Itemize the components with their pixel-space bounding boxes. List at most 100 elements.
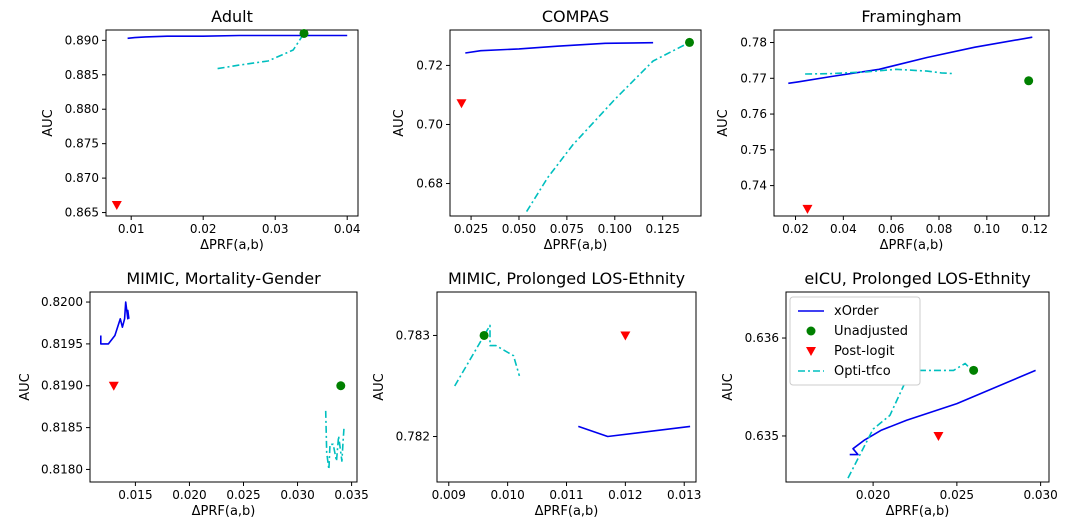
series-line-xorder (127, 34, 348, 40)
plot-frame (105, 29, 359, 217)
y-tick-label: 0.636 (745, 331, 779, 345)
plot-frame (773, 29, 1050, 217)
series-line-xorder (849, 369, 1036, 456)
x-axis-label: ΔPRF(a,b) (544, 238, 608, 253)
chart-title: Framingham (861, 7, 961, 26)
legend-label-opti-tfco: Opti-tfco (834, 364, 891, 379)
y-tick-label: 0.75 (740, 143, 767, 157)
y-tick-label: 0.635 (745, 429, 779, 443)
x-axis-label: ΔPRF(a,b) (886, 504, 950, 519)
chart-title: eICU, Prolonged LOS-Ethnity (804, 269, 1030, 288)
x-tick-label: 0.025 (454, 222, 488, 236)
x-axis-label: ΔPRF(a,b) (535, 504, 599, 519)
y-tick-label: 0.78 (740, 36, 767, 50)
x-tick-label: 0.012 (608, 488, 642, 502)
x-tick-label: 0.075 (550, 222, 584, 236)
chart-title: Adult (211, 7, 253, 26)
x-tick-label: 0.011 (549, 488, 583, 502)
chart-title: COMPAS (542, 7, 609, 26)
x-tick-label: 0.020 (172, 488, 206, 502)
x-tick-label: 0.08 (926, 222, 953, 236)
plot-frame (89, 291, 358, 483)
marker-post-logit (108, 381, 119, 391)
marker-unadjusted (969, 365, 979, 375)
x-tick-label: 0.125 (645, 222, 679, 236)
x-tick-label: 0.020 (856, 488, 890, 502)
x-axis-label: ΔPRF(a,b) (880, 238, 944, 253)
y-tick-label: 0.783 (396, 328, 430, 342)
plot-frame (785, 291, 1050, 483)
series-group (454, 324, 691, 438)
x-tick-label: 0.04 (830, 222, 857, 236)
y-tick-label: 0.76 (740, 107, 767, 121)
y-axis-label: AUC (41, 109, 56, 137)
marker-post-logit (933, 431, 944, 441)
marker-post-logit (456, 99, 467, 109)
marker-unadjusted (1024, 76, 1034, 86)
series-group (127, 32, 348, 70)
y-tick-label: 0.880 (65, 102, 99, 116)
chart-title: MIMIC, Mortality-Gender (126, 269, 321, 288)
plot-frame (449, 29, 702, 217)
series-line-opti-tfco (217, 32, 305, 70)
x-tick-label: 0.01 (118, 222, 145, 236)
legend-box (789, 296, 921, 386)
x-tick-label: 0.035 (334, 488, 368, 502)
legend-label-unadjusted: Unadjusted (834, 324, 908, 339)
chart-panel-5: MIMIC, Prolonged LOS-Ethnity 0.009 0.010 0.… (372, 269, 701, 519)
chart-panel-1: Adult 0.01 0.02 0.03 0.04 0.865 0.870 0.875 0.88… (41, 7, 361, 253)
x-tick-label: 0.025 (940, 488, 974, 502)
x-tick-label: 0.009 (432, 488, 466, 502)
x-tick-label: 0.03 (262, 222, 289, 236)
series-group (465, 41, 690, 213)
marker-post-logit (111, 200, 122, 210)
x-tick-label: 0.04 (334, 222, 361, 236)
y-tick-label: 0.74 (740, 179, 767, 193)
x-tick-label: 0.02 (190, 222, 217, 236)
chart-panel-6: eICU, Prolonged LOS-Ethnity 0.020 0.025 0.0… (721, 269, 1058, 519)
legend-label-xorder: xOrder (834, 304, 879, 319)
y-tick-label: 0.72 (416, 58, 443, 72)
x-tick-label: 0.10 (973, 222, 1000, 236)
x-tick-label: 0.030 (1023, 488, 1057, 502)
series-line-opti-tfco (324, 410, 345, 471)
marker-unadjusted (479, 330, 489, 340)
y-tick-label: 0.77 (740, 71, 767, 85)
x-tick-label: 0.013 (667, 488, 701, 502)
series-group (788, 36, 1033, 85)
chart-panel-4: MIMIC, Mortality-Gender 0.015 0.020 0.025 0.… (18, 269, 369, 519)
chart-title: MIMIC, Prolonged LOS-Ethnity (448, 269, 685, 288)
x-tick-label: 0.12 (1021, 222, 1048, 236)
x-axis-label: ΔPRF(a,b) (200, 238, 264, 253)
x-tick-label: 0.02 (782, 222, 809, 236)
y-tick-label: 0.890 (65, 33, 99, 47)
y-tick-label: 0.870 (65, 171, 99, 185)
series-line-xorder (465, 41, 654, 54)
y-tick-label: 0.875 (65, 137, 99, 151)
x-tick-label: 0.015 (118, 488, 152, 502)
marker-unadjusted (685, 37, 695, 47)
x-tick-label: 0.010 (490, 488, 524, 502)
chart-panel-3: Framingham 0.02 0.04 0.06 0.08 0.10 0.12 0.74 0.… (716, 7, 1050, 253)
marker-post-logit (620, 331, 631, 341)
series-line-opti-tfco (805, 68, 954, 75)
series-line-opti-tfco (454, 324, 521, 387)
legend-label-post-logit: Post-logit (834, 344, 894, 359)
y-axis-label: AUC (716, 109, 731, 137)
series-line-xorder (788, 36, 1033, 85)
marker-unadjusted (336, 381, 346, 391)
x-tick-label: 0.025 (226, 488, 260, 502)
y-axis-label: AUC (18, 373, 33, 401)
x-tick-label: 0.100 (598, 222, 632, 236)
x-tick-label: 0.030 (280, 488, 314, 502)
series-line-xorder (578, 425, 691, 438)
series-line-xorder (100, 301, 130, 345)
y-tick-label: 0.8190 (41, 379, 83, 393)
y-tick-label: 0.885 (65, 68, 99, 82)
y-tick-label: 0.8180 (41, 462, 83, 476)
x-axis-label: ΔPRF(a,b) (192, 504, 256, 519)
legend-swatch-post-logit (806, 347, 816, 356)
marker-unadjusted (299, 28, 309, 38)
y-tick-label: 0.865 (65, 206, 99, 220)
